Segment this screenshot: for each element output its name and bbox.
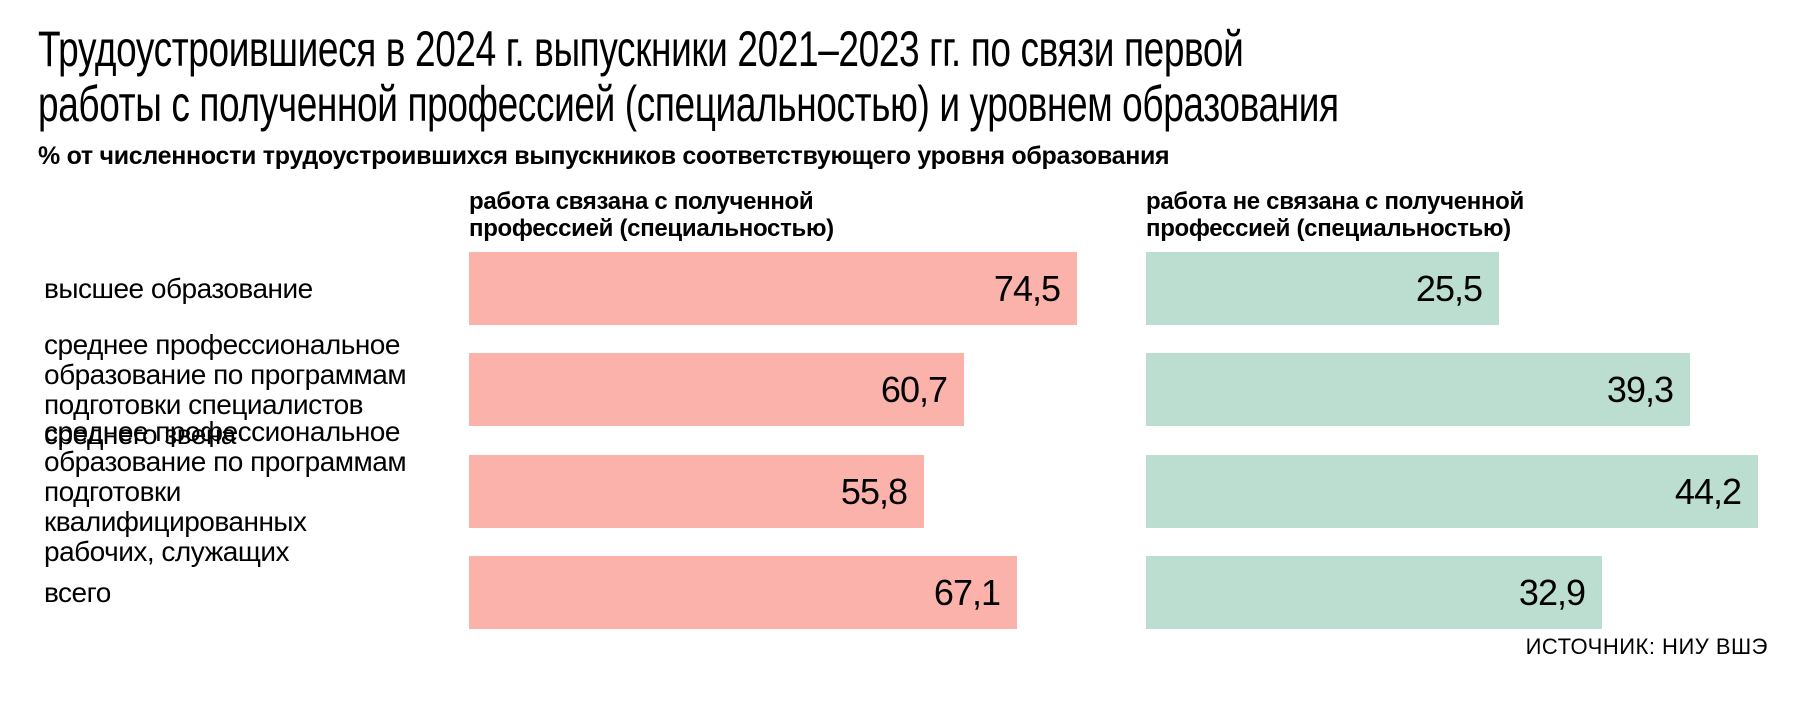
bar-not-related: 39,3 [1146, 353, 1690, 426]
row-label: всего [44, 576, 111, 608]
bar-value-label: 60,7 [880, 368, 948, 410]
bar-related: 74,5 [469, 252, 1077, 325]
chart-row-total: всего 67,1 32,9 [0, 556, 1804, 629]
bar-value-label: 67,1 [933, 571, 1001, 613]
row-label: среднее профессиональное образование по … [44, 415, 407, 567]
row-label: среднее профессиональное образование по … [44, 328, 407, 450]
chart-row-spo-workers: среднее профессиональное образование по … [0, 416, 1804, 566]
bar-value-label: 55,8 [840, 470, 908, 512]
bar-value-label: 44,2 [1674, 470, 1742, 512]
bar-not-related: 32,9 [1146, 556, 1602, 629]
row-label: высшее образование [44, 272, 313, 304]
bar-value-label: 32,9 [1518, 571, 1586, 613]
bar-related: 67,1 [469, 556, 1017, 629]
bar-value-label: 74,5 [993, 267, 1061, 309]
column-header-related: работа связана с полученной профессией (… [469, 188, 834, 242]
bar-value-label: 39,3 [1606, 368, 1674, 410]
bar-related: 55,8 [469, 455, 924, 528]
bar-not-related: 25,5 [1146, 252, 1499, 325]
chart-title: Трудоустроившиеся в 2024 г. выпускники 2… [38, 21, 1339, 132]
chart-row-spo-specialists: среднее профессиональное образование по … [0, 329, 1804, 449]
chart-row-higher-education: высшее образование 74,5 25,5 [0, 252, 1804, 325]
chart-subtitle: % от численности трудоустроившихся выпус… [38, 142, 1170, 170]
bar-related: 60,7 [469, 353, 964, 426]
column-header-not-related: работа не связана с полученной профессие… [1146, 188, 1524, 242]
bar-value-label: 25,5 [1415, 267, 1483, 309]
bar-not-related: 44,2 [1146, 455, 1758, 528]
source-credit: ИСТОЧНИК: НИУ ВШЭ [1525, 634, 1768, 659]
